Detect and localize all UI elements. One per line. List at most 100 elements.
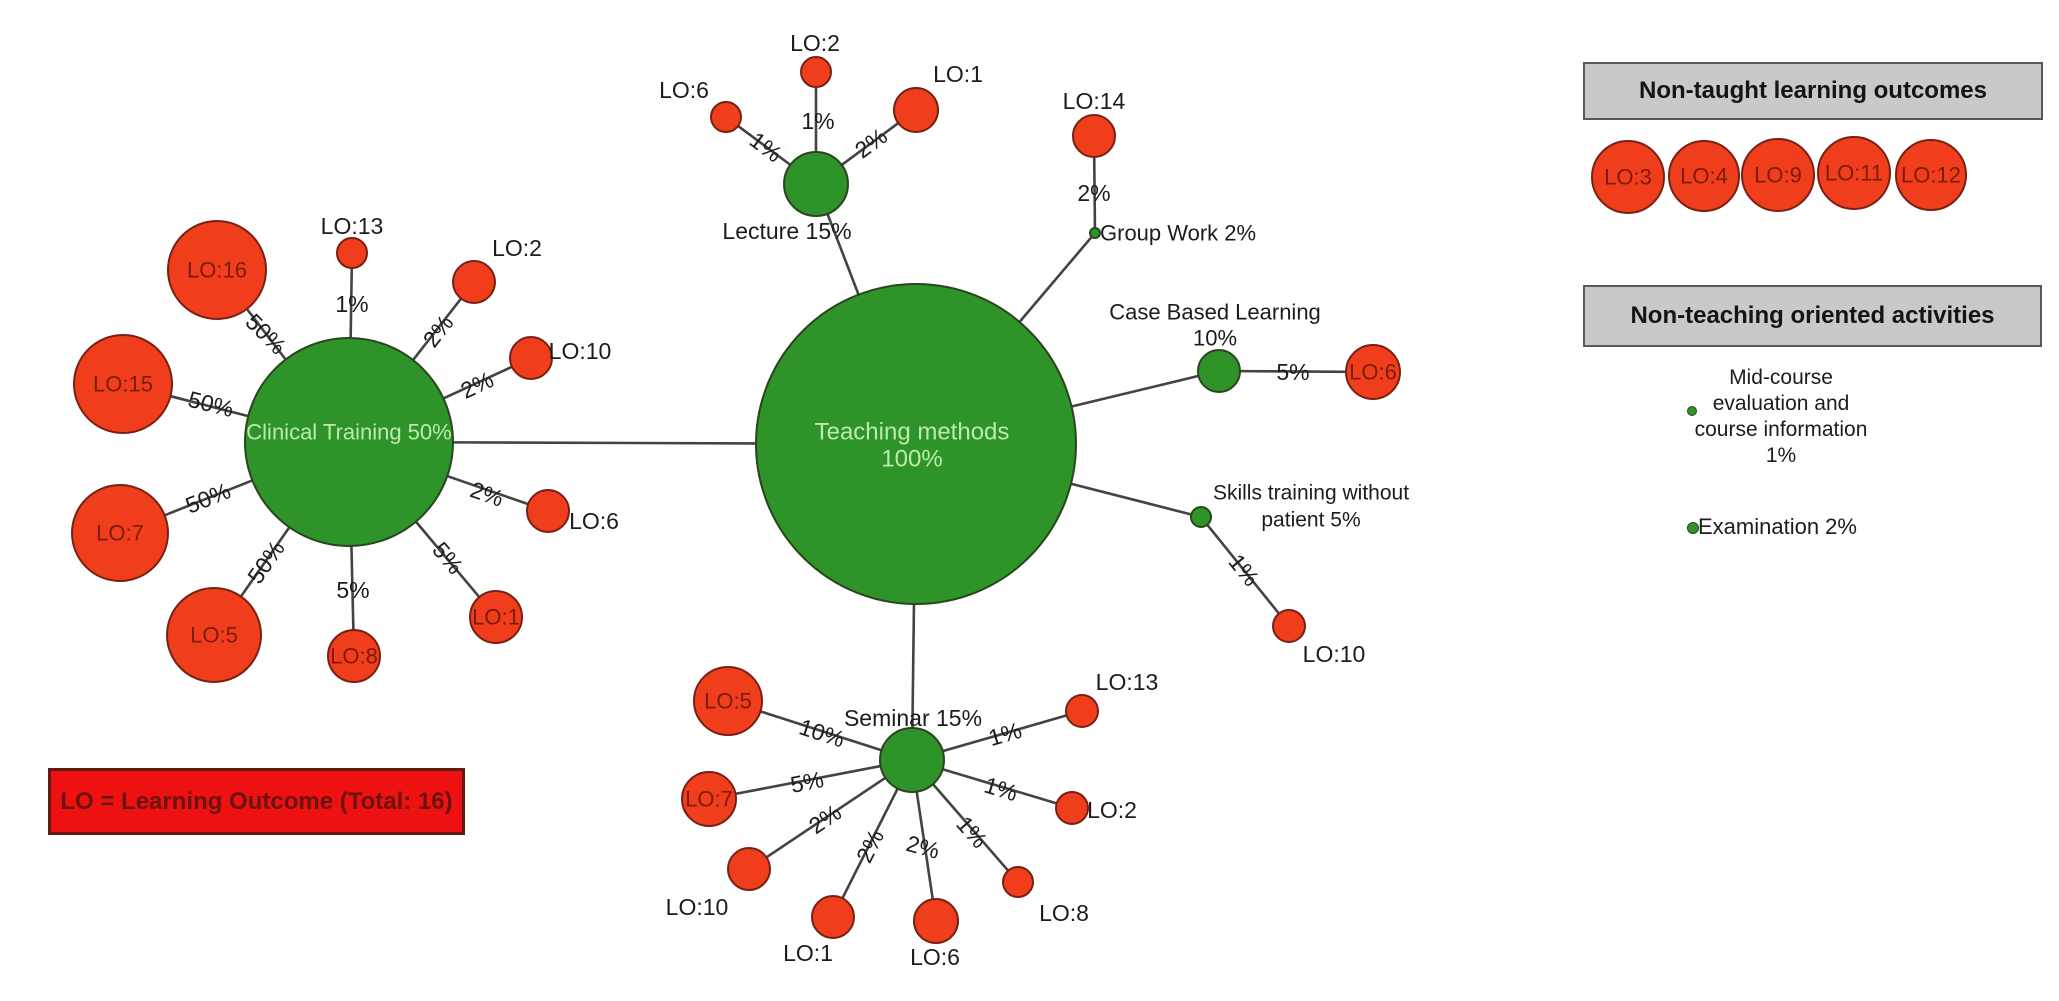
node-l2: [800, 56, 832, 88]
node-label-l6-0: LO:6: [659, 77, 709, 103]
node-label-clinical-0: Clinical Training 50%: [246, 420, 451, 445]
node-m7: [681, 771, 737, 827]
node-label-teaching-0: Teaching methods: [815, 418, 1010, 445]
mid-course-line-4: 1%: [1765, 444, 1797, 467]
node-label-n9-0: LO:9: [1754, 163, 1802, 188]
node-label-seminar-0: Seminar 15%: [844, 705, 982, 731]
node-m6: [913, 898, 959, 944]
edge-seminar-m1: [841, 788, 899, 899]
edge-label-clinical-c5: 50%: [242, 536, 290, 589]
node-c7: [71, 484, 169, 582]
node-m10: [727, 847, 771, 891]
node-label-m13-0: LO:13: [1096, 669, 1159, 695]
node-label-l2-0: LO:2: [790, 30, 840, 56]
node-label-c15-0: LO:15: [93, 372, 153, 397]
node-label-l1-0: LO:1: [933, 61, 983, 87]
edge-label-seminar-m10: 2%: [804, 799, 846, 839]
node-label-c5-0: LO:5: [190, 623, 238, 648]
node-l1: [893, 87, 939, 133]
node-label-n4-0: LO:4: [1680, 164, 1728, 189]
node-m2: [1055, 791, 1089, 825]
edge-clinical-c15: [170, 394, 249, 418]
node-label-m10-0: LO:10: [666, 894, 729, 920]
edge-seminar-m6: [915, 791, 935, 900]
edge-clinical-c10: [442, 365, 513, 400]
node-c5: [166, 587, 262, 683]
edge-skills-s10: [1206, 523, 1280, 615]
edge-clinical-c6: [446, 474, 529, 506]
node-label-c7-0: LO:7: [96, 521, 144, 546]
edge-clinical-c13: [349, 267, 354, 339]
node-c2: [452, 260, 496, 304]
edge-lecture-l6: [737, 124, 792, 166]
legend-text: LO = Learning Outcome (Total: 16): [60, 787, 453, 815]
edge-clinical-c7: [164, 479, 253, 517]
node-label-n12-0: LO:12: [1901, 163, 1961, 188]
node-c13: [336, 237, 368, 269]
edge-label-seminar-m6: 2%: [904, 830, 943, 864]
node-m5: [693, 666, 763, 736]
node-label-c1-0: LO:1: [472, 605, 520, 630]
node-label-m7-0: LO:7: [685, 787, 733, 812]
node-c15: [73, 334, 173, 434]
edge-label-clinical-c13: 1%: [335, 291, 368, 317]
node-c16: [167, 220, 267, 320]
legend-box: LO = Learning Outcome (Total: 16): [48, 768, 465, 835]
mid-course-line-3: course information: [1694, 418, 1868, 441]
mid-course-note: Mid-course evaluation and course informa…: [1686, 365, 1876, 469]
node-label-c2-0: LO:2: [492, 235, 542, 261]
edge-seminar-m2: [942, 767, 1058, 805]
edge-label-groupwork-l14: 2%: [1077, 180, 1110, 206]
edge-label-cbl-b6: 5%: [1276, 359, 1309, 385]
edge-label-lecture-l1: 2%: [850, 123, 892, 164]
node-b6: [1345, 344, 1401, 400]
node-s10: [1272, 609, 1306, 643]
edge-label-seminar-m1: 2%: [851, 825, 889, 866]
examination-dot: [1687, 522, 1699, 534]
node-label-c10-0: LO:10: [549, 338, 612, 364]
mid-course-line-1: Mid-course: [1729, 366, 1833, 389]
node-clinical: [244, 337, 454, 547]
node-n12: [1895, 139, 1967, 211]
node-label-skills-1: patient 5%: [1261, 508, 1360, 531]
edge-teaching-cbl: [1071, 374, 1199, 408]
edge-teaching-skills: [1070, 482, 1192, 516]
edge-label-clinical-c8: 5%: [336, 577, 369, 603]
node-label-cbl-1: 10%: [1193, 326, 1237, 351]
edge-clinical-c8: [350, 545, 355, 631]
node-label-m2-0: LO:2: [1087, 797, 1137, 823]
node-n11: [1817, 136, 1891, 210]
node-label-groupwork-0: Group Work 2%: [1100, 221, 1256, 246]
edge-seminar-m13: [942, 714, 1067, 753]
edge-label-clinical-c7: 50%: [182, 477, 234, 518]
edge-seminar-m5: [759, 710, 882, 752]
edge-clinical-c2: [412, 297, 463, 361]
node-skills: [1190, 506, 1212, 528]
node-label-teaching-1: 100%: [881, 445, 942, 472]
node-c8: [327, 629, 381, 683]
node-seminar: [879, 727, 945, 793]
edge-groupwork-l14: [1092, 156, 1097, 229]
node-c1: [469, 590, 523, 644]
edge-label-lecture-l2: 1%: [801, 108, 834, 134]
node-m8: [1002, 866, 1034, 898]
node-label-c6-0: LO:6: [569, 508, 619, 534]
non-taught-outcomes-title: Non-taught learning outcomes: [1639, 77, 1987, 104]
node-label-c16-0: LO:16: [187, 258, 247, 283]
node-label-n3-0: LO:3: [1604, 165, 1652, 190]
edge-clinical-c16: [245, 308, 287, 361]
non-taught-outcomes-header: Non-taught learning outcomes: [1583, 62, 2043, 120]
node-cbl: [1197, 349, 1241, 393]
node-teaching: [755, 283, 1077, 605]
node-m1: [811, 895, 855, 939]
edge-label-clinical-c16: 50%: [241, 309, 292, 360]
edge-seminar-m7: [735, 764, 881, 796]
edge-label-seminar-m13: 1%: [985, 717, 1024, 751]
node-label-l14-0: LO:14: [1063, 88, 1126, 114]
non-teaching-activities-header: Non-teaching oriented activities: [1583, 285, 2042, 347]
node-groupwork: [1089, 227, 1101, 239]
node-label-n11-0: LO:11: [1825, 161, 1883, 186]
edge-label-clinical-c10: 2%: [456, 366, 497, 404]
node-label-c13-0: LO:13: [321, 213, 384, 239]
